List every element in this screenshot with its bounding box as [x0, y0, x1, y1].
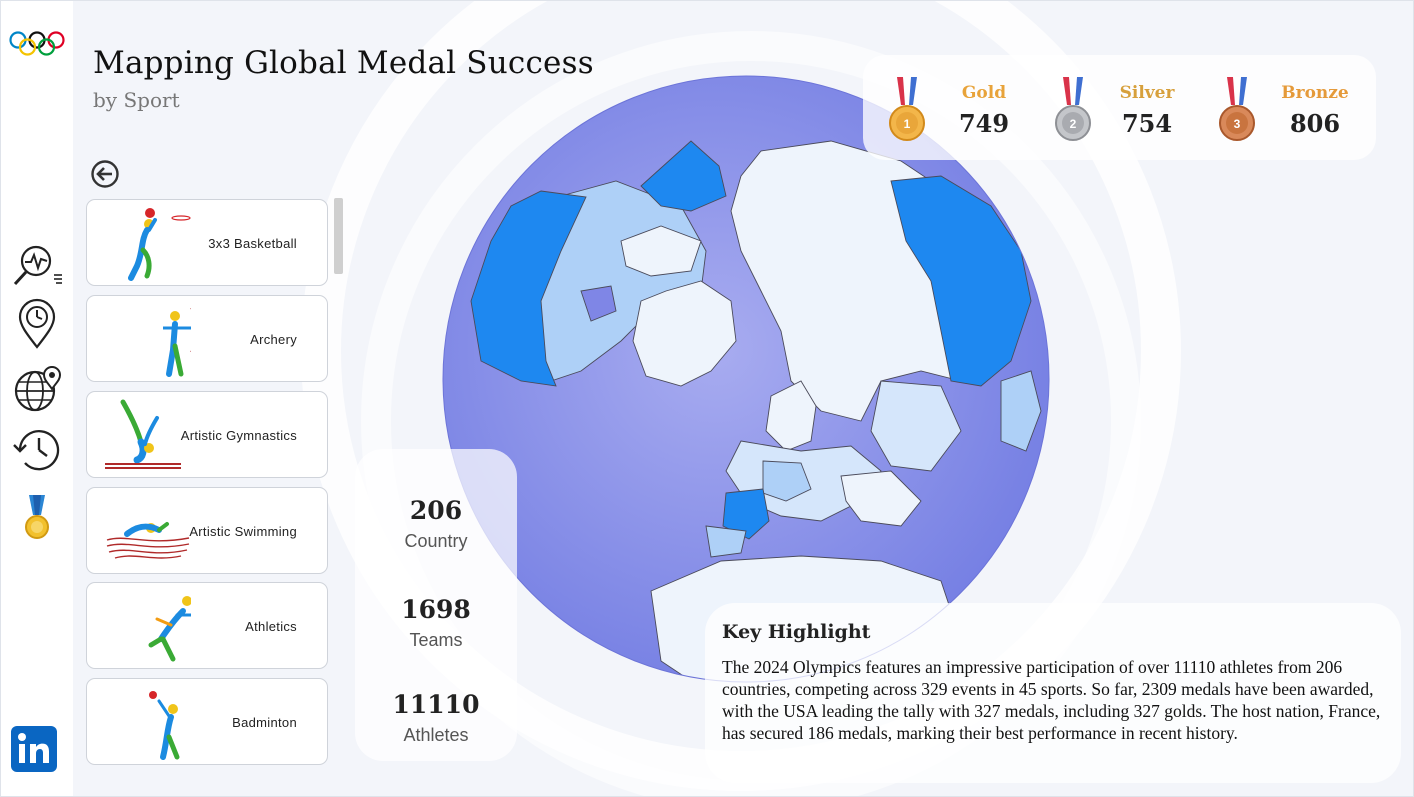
stat-value: 11110: [392, 690, 480, 719]
key-highlight-title: Key Highlight: [722, 621, 871, 643]
sport-card-label: Badminton: [232, 715, 297, 730]
sport-card-label: 3x3 Basketball: [208, 236, 297, 251]
back-arrow-icon[interactable]: [90, 159, 120, 189]
basketball-pictogram-icon: [128, 208, 191, 281]
sport-card-artistic-swimming[interactable]: Artistic Swimming: [86, 487, 328, 574]
stat-label: Teams: [409, 630, 463, 650]
sport-card-label: Athletics: [245, 619, 297, 634]
region-east-asia[interactable]: [1000, 370, 1042, 452]
region-alaska[interactable]: [640, 140, 727, 212]
gold-label: Gold: [961, 83, 1007, 103]
silver-medal-icon: 2: [1055, 77, 1091, 141]
stat-value: 206: [409, 496, 463, 525]
medal-summary-panel: [863, 55, 1376, 160]
silver-label: Silver: [1119, 83, 1175, 103]
region-greenland[interactable]: [632, 280, 737, 387]
archery-pictogram-icon: [163, 308, 191, 377]
bronze-label: Bronze: [1281, 83, 1349, 103]
svg-text:1: 1: [904, 117, 911, 131]
bronze-medal-icon: 3: [1219, 77, 1255, 141]
stat-athletes: 11110 Athletes: [355, 690, 517, 746]
bronze-count: 806: [1289, 109, 1341, 138]
region-scandinavia[interactable]: [765, 380, 817, 452]
page-title: Mapping Global Medal Success: [93, 45, 594, 81]
stat-country: 206 Country: [355, 496, 517, 552]
key-highlight-panel: [705, 603, 1401, 783]
sport-card-3x3-basketball[interactable]: 3x3 Basketball: [86, 199, 328, 286]
region-middle-east[interactable]: [840, 470, 922, 527]
silver-count: 754: [1121, 109, 1173, 138]
country-spain[interactable]: [705, 525, 747, 558]
stats-panel: [355, 449, 517, 761]
sport-card-archery[interactable]: Archery: [86, 295, 328, 382]
stat-label: Athletes: [403, 725, 469, 745]
country-china[interactable]: [890, 175, 1032, 387]
sport-card-badminton[interactable]: Badminton: [86, 678, 328, 765]
region-hudson[interactable]: [580, 285, 617, 322]
linkedin-icon[interactable]: [11, 726, 57, 772]
stat-value: 1698: [401, 595, 471, 624]
stat-teams: 1698 Teams: [355, 595, 517, 651]
gold-medal-icon: 1: [889, 77, 925, 141]
region-central-asia[interactable]: [870, 380, 962, 472]
gold-count: 749: [958, 109, 1010, 138]
page-subtitle: by Sport: [93, 88, 180, 112]
olympic-rings-icon: [9, 31, 65, 56]
history-icon[interactable]: [10, 423, 64, 477]
sport-card-athletics[interactable]: Athletics: [86, 582, 328, 669]
svg-text:2: 2: [1070, 117, 1077, 131]
gymnastics-pictogram-icon: [105, 399, 181, 469]
sport-list-scrollbar[interactable]: [334, 198, 343, 274]
country-usa[interactable]: [470, 190, 587, 387]
sport-card-label: Archery: [250, 332, 297, 347]
region-arctic-islands[interactable]: [620, 225, 702, 277]
globe-location-icon[interactable]: [10, 363, 64, 417]
swimming-pictogram-icon: [106, 522, 190, 559]
nav-rail: [1, 1, 73, 796]
country-france[interactable]: [722, 488, 770, 540]
region-central-europe[interactable]: [762, 460, 812, 502]
sport-card-label: Artistic Swimming: [189, 524, 297, 539]
athletics-pictogram-icon: [148, 596, 191, 662]
sport-card-artistic-gymnastics[interactable]: Artistic Gymnastics: [86, 391, 328, 478]
stat-label: Country: [404, 531, 468, 551]
key-highlight-text: The 2024 Olympics features an impressive…: [722, 657, 1381, 743]
badminton-pictogram-icon: [149, 691, 180, 760]
svg-text:3: 3: [1234, 117, 1241, 131]
analytics-search-icon[interactable]: [10, 237, 64, 291]
medal-icon[interactable]: [10, 491, 64, 545]
sport-card-label: Artistic Gymnastics: [180, 428, 297, 443]
location-clock-icon[interactable]: [10, 297, 64, 351]
